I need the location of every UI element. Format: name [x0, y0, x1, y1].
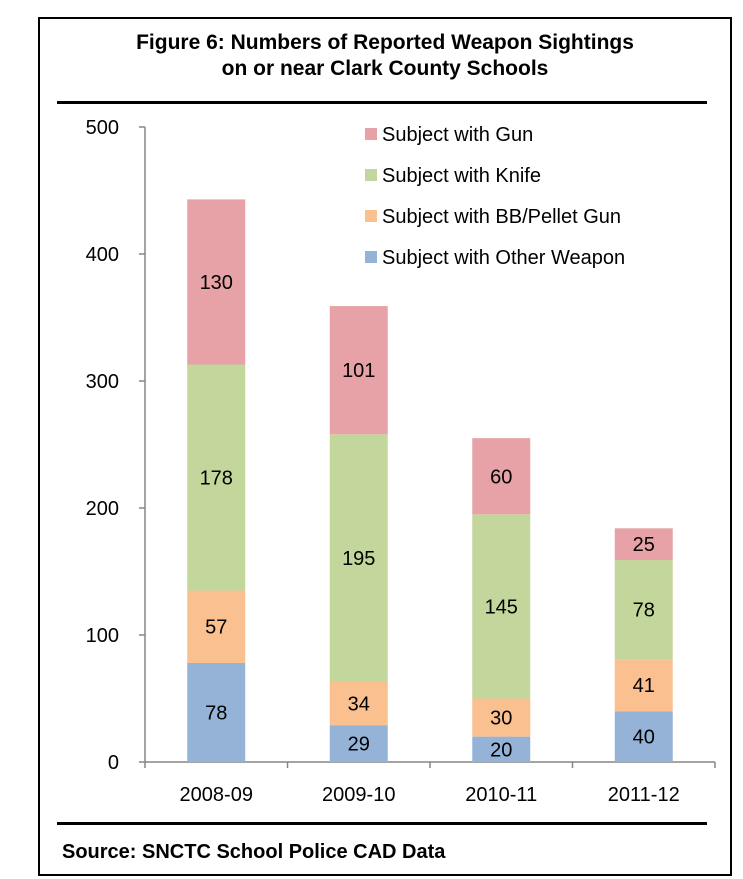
bar-segment: [187, 662, 246, 762]
legend-swatch: [365, 128, 377, 140]
chart-data-labels: 78 57 178 130 29 34 195 101 20 30 145 60 40 41 78 25: [200, 272, 655, 761]
bar-segment: [614, 711, 673, 762]
legend-swatch: [365, 251, 377, 263]
figure-title-line-1: Figure 6: Numbers of Reported Weapon Sig…: [136, 31, 634, 54]
y-tick-label: 200: [86, 498, 119, 520]
y-tick-label: 100: [86, 625, 119, 647]
bar-segment: [329, 434, 388, 682]
y-tick-label: 400: [86, 244, 119, 266]
bar-value-label: 40: [633, 727, 655, 749]
bar-segment: [614, 528, 673, 561]
bar-segment: [614, 560, 673, 660]
bar-segment: [329, 725, 388, 762]
bar-segment: [472, 514, 531, 699]
bar-segment: [472, 698, 531, 737]
bar-segment: [329, 306, 388, 435]
legend-label: Subject with BB/Pellet Gun: [382, 206, 621, 228]
bar-segment: [187, 364, 246, 591]
x-tick-label: 2009-10: [322, 784, 395, 806]
bar-value-label: 195: [342, 548, 375, 570]
y-tick-label: 500: [86, 117, 119, 139]
bar-value-label: 78: [205, 702, 227, 724]
bar-value-label: 30: [490, 708, 512, 730]
legend-label: Subject with Other Weapon: [382, 247, 625, 269]
bar-segment: [614, 659, 673, 712]
bar-value-label: 78: [633, 600, 655, 622]
bar-value-label: 25: [633, 534, 655, 556]
legend-swatch: [365, 169, 377, 181]
bar-value-label: 178: [200, 468, 233, 490]
figure-frame: [38, 17, 732, 876]
bar-value-label: 60: [490, 466, 512, 488]
source-divider: [57, 822, 707, 825]
bar-segment: [187, 590, 246, 663]
bar-value-label: 34: [348, 694, 370, 716]
y-tick-label: 300: [86, 371, 119, 393]
bar-value-label: 57: [205, 617, 227, 639]
bar-segment: [472, 438, 531, 515]
legend-label: Subject with Knife: [382, 165, 541, 187]
bar-segment: [329, 681, 388, 726]
chart-bars: [187, 199, 673, 762]
x-tick-label: 2008-09: [180, 784, 253, 806]
title-divider: [57, 101, 707, 104]
y-tick-label: 0: [108, 752, 119, 774]
bar-value-label: 29: [348, 734, 370, 756]
bar-value-label: 130: [200, 272, 233, 294]
bar-value-label: 20: [490, 739, 512, 761]
legend-label: Subject with Gun: [382, 124, 533, 146]
bar-value-label: 101: [342, 360, 375, 382]
bar-segment: [187, 199, 246, 365]
x-tick-label: 2011-12: [608, 784, 680, 806]
x-tick-label: 2010-11: [465, 784, 537, 806]
figure-title-line-2: on or near Clark County Schools: [221, 57, 549, 80]
bar-segment: [472, 736, 531, 762]
legend-swatch: [365, 210, 377, 222]
bar-value-label: 145: [485, 596, 518, 618]
bar-value-label: 41: [633, 675, 655, 697]
chart-legend: Subject with Gun Subject with Knife Subjec…: [365, 124, 625, 269]
source-note: Source: SNCTC School Police CAD Data: [62, 841, 446, 863]
figure-title: Figure 6: Numbers of Reported Weapon Sig…: [38, 30, 732, 82]
